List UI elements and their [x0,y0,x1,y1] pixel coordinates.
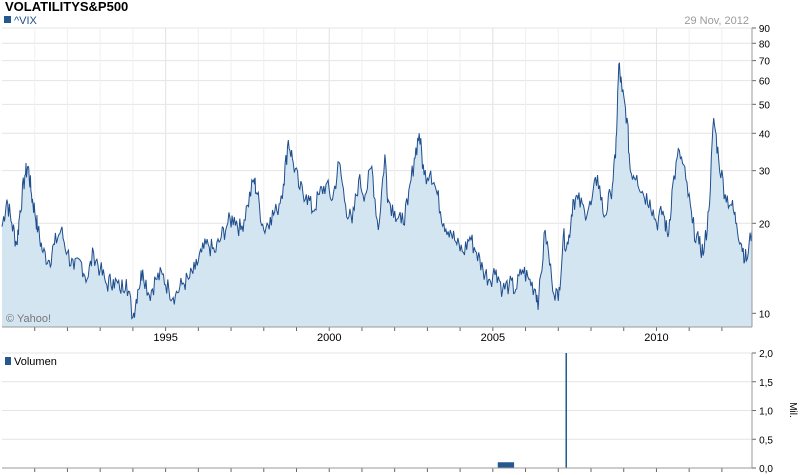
y-tick-label: 20 [759,219,771,230]
y-tick-label: 70 [759,57,771,68]
volume-y-tick-label: 0,5 [759,435,773,446]
price-plot: 10 20 30 40 50 60 70 80 90 1995 2000 2005 2010 [1,24,771,344]
volume-y-tick-label: 1,0 [759,407,773,418]
y-tick-label: 50 [759,100,771,111]
y-tick-label: 90 [759,24,771,35]
vix-line [1,62,753,320]
legend-swatch-vix [4,16,11,23]
y-tick-label: 80 [759,39,771,50]
volume-plot: 0,0 0,5 1,0 1,5 2,0 [2,349,773,475]
vix-area [2,62,752,327]
volume-bar [565,353,567,468]
legend-label-vix: ^VIX [14,15,38,27]
volume-y-tick-label: 2,0 [759,349,773,360]
chart-title: VOLATILITYS&P500 [5,0,128,14]
x-tick-label: 2010 [644,332,668,344]
y-tick-label: 40 [759,129,771,140]
legend-label-volume: Volumen [14,356,57,368]
x-tick-label: 2000 [317,332,341,344]
legend-swatch-volume [5,357,11,365]
y-tick-label: 30 [759,167,771,178]
yahoo-watermark: © Yahoo! [6,313,51,325]
chart-date: 29 Nov, 2012 [684,15,749,27]
y-tick-label: 10 [759,309,771,320]
volume-y-tick-label: 1,5 [759,378,773,389]
y-tick-label: 60 [759,77,771,88]
x-tick-label: 2005 [481,332,505,344]
x-tick-label: 1995 [153,332,177,344]
volume-axis-unit: Mil. [787,402,798,418]
volume-bar [497,462,515,468]
volume-y-tick-label: 0,0 [759,464,773,475]
